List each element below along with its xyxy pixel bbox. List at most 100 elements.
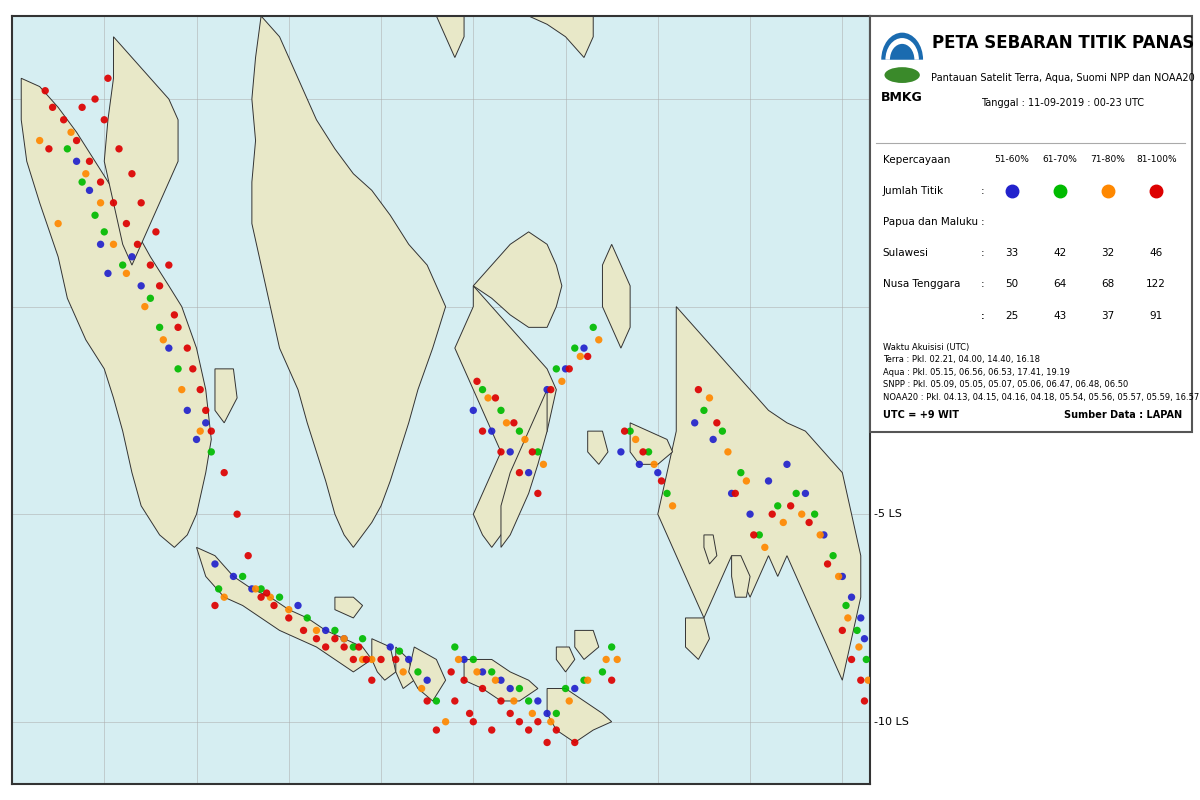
Point (500, 446, 520, 458)
Wedge shape (881, 33, 923, 60)
Point (91, 238, 110, 250)
Point (54, 114, 73, 126)
Point (356, 653, 376, 666)
Point (343, 653, 362, 666)
Polygon shape (215, 369, 238, 423)
Text: 42: 42 (1054, 248, 1067, 258)
Polygon shape (335, 597, 362, 618)
Point (335, 641, 354, 654)
Point (280, 611, 299, 624)
Point (504, 694, 523, 707)
Point (497, 417, 516, 430)
Point (815, 529, 834, 542)
Point (799, 516, 818, 529)
Point (205, 558, 224, 570)
Point (500, 682, 520, 695)
Point (842, 653, 862, 666)
Point (264, 599, 283, 612)
Point (43, 101, 62, 114)
Point (482, 724, 502, 737)
Point (491, 404, 510, 417)
Point (150, 321, 169, 334)
Polygon shape (557, 647, 575, 672)
Point (91, 176, 110, 189)
Text: :: : (980, 310, 984, 321)
Point (104, 238, 124, 250)
Point (191, 383, 210, 396)
Point (353, 653, 372, 666)
Point (325, 624, 344, 637)
Point (390, 645, 409, 658)
Point (184, 362, 203, 375)
Point (479, 391, 498, 404)
Text: 33: 33 (1004, 248, 1018, 258)
Point (583, 321, 602, 334)
Point (445, 694, 464, 707)
Point (418, 674, 437, 686)
Point (538, 383, 557, 396)
Point (349, 641, 368, 654)
Text: Waktu Akuisisi (UTC)
Terra : Pkl. 02.21, 04.00, 14.40, 16.18
Aqua : Pkl. 05.15, : Waktu Akuisisi (UTC) Terra : Pkl. 02.21,… (883, 342, 1200, 402)
Point (486, 674, 505, 686)
Text: 37: 37 (1102, 310, 1115, 321)
Point (298, 611, 317, 624)
Point (140, 292, 160, 305)
Point (750, 529, 769, 542)
Point (380, 641, 400, 654)
Text: 46: 46 (1150, 248, 1163, 258)
Point (113, 258, 132, 271)
Point (662, 499, 682, 512)
Point (362, 653, 382, 666)
Text: 32: 32 (1102, 248, 1115, 258)
Text: -5 LS: -5 LS (875, 509, 902, 519)
Point (510, 425, 529, 438)
Point (515, 433, 534, 446)
Point (829, 570, 848, 583)
Point (408, 666, 427, 678)
Point (98, 72, 118, 85)
Text: BMKG: BMKG (881, 90, 923, 104)
Point (755, 541, 774, 554)
Point (541, 715, 560, 728)
Point (30, 134, 49, 147)
Point (510, 682, 529, 695)
Point (528, 446, 547, 458)
Point (460, 707, 479, 720)
Point (768, 499, 787, 512)
Text: Sumber Data : LAPAN: Sumber Data : LAPAN (1064, 410, 1182, 420)
Point (523, 707, 542, 720)
Point (362, 674, 382, 686)
Point (491, 674, 510, 686)
Polygon shape (372, 638, 396, 680)
Point (565, 342, 584, 354)
Point (644, 458, 664, 470)
Point (491, 446, 510, 458)
Point (559, 694, 578, 707)
Point (847, 624, 866, 637)
Point (833, 624, 852, 637)
Point (528, 694, 547, 707)
Point (98, 267, 118, 280)
Point (168, 362, 187, 375)
Point (818, 558, 838, 570)
Point (58, 142, 77, 155)
Point (455, 653, 474, 666)
Point (122, 250, 142, 263)
Point (634, 446, 653, 458)
Polygon shape (732, 556, 750, 597)
Point (851, 674, 870, 686)
Point (335, 632, 354, 645)
Point (565, 736, 584, 749)
Point (652, 474, 671, 487)
Point (246, 582, 265, 595)
Point (851, 611, 870, 624)
Text: UTC = +9 WIT: UTC = +9 WIT (883, 410, 959, 420)
Point (528, 715, 547, 728)
Text: Tanggal : 11-09-2019 : 00-23 UTC: Tanggal : 11-09-2019 : 00-23 UTC (982, 98, 1145, 108)
Point (792, 508, 811, 521)
Point (552, 375, 571, 388)
Point (596, 653, 616, 666)
Point (77, 167, 96, 180)
Text: -10 LS: -10 LS (875, 717, 910, 726)
Point (325, 632, 344, 645)
